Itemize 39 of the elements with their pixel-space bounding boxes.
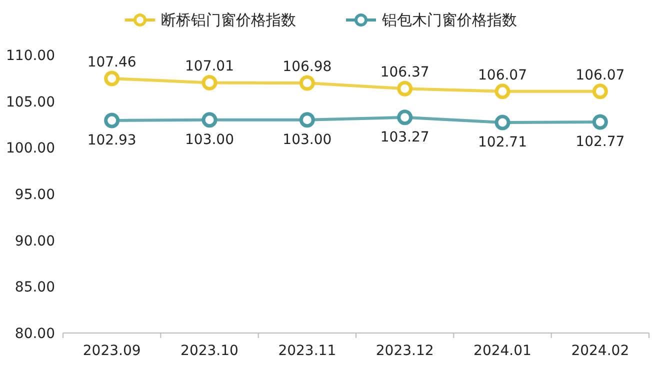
x-tick-label: 2023.12 <box>376 343 434 359</box>
point <box>592 114 608 130</box>
data-label: 103.00 <box>282 132 332 148</box>
y-tick-label: 85.00 <box>14 280 55 296</box>
point <box>202 112 218 128</box>
y-tick-label: 105.00 <box>6 94 55 110</box>
data-label: 106.07 <box>478 67 527 84</box>
data-label: 103.00 <box>185 132 234 148</box>
point <box>299 75 315 91</box>
y-tick-label: 95.00 <box>14 187 55 203</box>
point <box>494 84 510 100</box>
data-label: 103.27 <box>380 129 430 146</box>
data-label: 106.98 <box>282 58 332 75</box>
point <box>494 114 510 130</box>
point <box>397 80 413 96</box>
y-tick-label: 110.00 <box>6 48 55 64</box>
data-label: 106.07 <box>576 67 625 84</box>
data-label: 102.71 <box>478 134 527 151</box>
point <box>202 74 218 90</box>
x-tick-label: 2023.11 <box>278 343 336 359</box>
point <box>397 110 413 126</box>
point <box>299 112 315 128</box>
x-tick-label: 2023.09 <box>82 343 141 359</box>
data-label: 107.46 <box>87 54 136 71</box>
data-label: 106.37 <box>380 64 430 81</box>
point <box>104 70 120 86</box>
x-tick-label: 2023.10 <box>180 343 238 359</box>
x-tick-label: 2024.01 <box>474 343 532 359</box>
point <box>592 84 608 100</box>
legend-label: 断桥铝门窗价格指数 <box>161 11 296 29</box>
data-label: 107.01 <box>185 58 234 75</box>
data-label: 102.77 <box>576 134 625 150</box>
x-tick-label: 2024.02 <box>571 343 630 359</box>
data-label: 102.93 <box>87 132 136 149</box>
y-tick-label: 80.00 <box>14 326 55 342</box>
y-tick-label: 100.00 <box>6 140 55 157</box>
legend-label: 铝包木门窗价格指数 <box>381 11 517 29</box>
y-tick-label: 90.00 <box>14 233 55 250</box>
point <box>104 112 120 128</box>
